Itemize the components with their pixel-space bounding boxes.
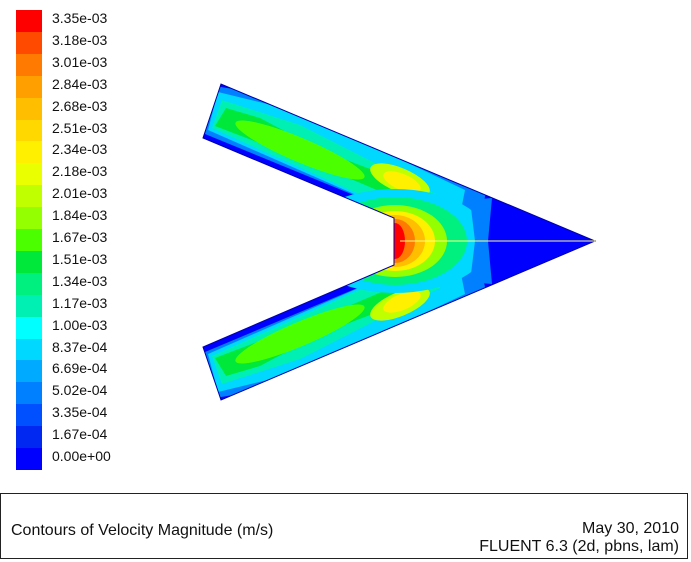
colorbar-label: 2.01e-03 <box>52 186 108 201</box>
colorbar-label: 1.34e-03 <box>52 273 108 288</box>
colorbar-swatch <box>16 53 42 77</box>
colorbar-swatch <box>16 294 42 318</box>
colorbar-label: 6.69e-04 <box>52 361 108 376</box>
colorbar-label: 3.01e-03 <box>52 54 108 69</box>
colorbar-label: 2.84e-03 <box>52 76 108 91</box>
colorbar-swatch <box>16 163 42 186</box>
colorbar-swatch <box>16 229 42 252</box>
colorbar-swatch <box>16 185 42 208</box>
colorbar-label: 2.34e-03 <box>52 142 108 157</box>
colorbar-label: 1.67e-03 <box>52 230 108 245</box>
colorbar-label: 1.67e-04 <box>52 427 108 442</box>
colorbar-label: 8.37e-04 <box>52 339 108 354</box>
colorbar-swatch <box>16 338 42 361</box>
colorbar-label: 2.18e-03 <box>52 164 108 179</box>
plot-title: Contours of Velocity Magnitude (m/s) <box>11 522 274 539</box>
colorbar-swatch <box>16 426 42 449</box>
plot-footer: Contours of Velocity Magnitude (m/s) May… <box>0 493 688 559</box>
colorbar-label: 2.68e-03 <box>52 98 108 113</box>
colorbar-label: 0.00e+00 <box>52 449 111 464</box>
colorbar-swatch <box>16 10 42 33</box>
colorbar-swatch <box>16 360 42 383</box>
colorbar-label: 5.02e-04 <box>52 383 108 398</box>
colorbar-label: 2.51e-03 <box>52 120 108 135</box>
colorbar-swatch <box>16 316 42 340</box>
contour-fill <box>203 84 595 400</box>
colorbar-swatch <box>16 119 42 142</box>
colorbar-swatch <box>16 31 42 55</box>
colorbar-swatch <box>16 207 42 230</box>
colorbar-swatch <box>16 272 42 296</box>
colorbar <box>16 10 42 471</box>
colorbar-swatch <box>16 404 42 427</box>
plot-area: 3.35e-03 3.18e-03 3.01e-03 2.84e-03 2.68e-03… <box>16 10 597 471</box>
colorbar-label: 3.35e-04 <box>52 405 108 420</box>
colorbar-swatch <box>16 448 42 471</box>
colorbar-swatch <box>16 141 42 164</box>
colorbar-swatch <box>16 382 42 405</box>
domain-outline <box>202 83 597 401</box>
plot-date: May 30, 2010 <box>582 520 679 537</box>
solver-version: FLUENT 6.3 (2d, pbns, lam) <box>479 538 679 555</box>
colorbar-label: 1.17e-03 <box>52 295 108 310</box>
colorbar-label: 1.84e-03 <box>52 208 108 223</box>
colorbar-swatch <box>16 97 42 120</box>
colorbar-label: 3.18e-03 <box>52 32 108 47</box>
colorbar-label: 1.51e-03 <box>52 251 108 266</box>
colorbar-label: 1.00e-03 <box>52 317 108 332</box>
colorbar-label: 3.35e-03 <box>52 11 108 25</box>
colorbar-swatch <box>16 75 42 99</box>
colorbar-swatch <box>16 250 42 274</box>
velocity-contour-plot <box>202 83 597 401</box>
